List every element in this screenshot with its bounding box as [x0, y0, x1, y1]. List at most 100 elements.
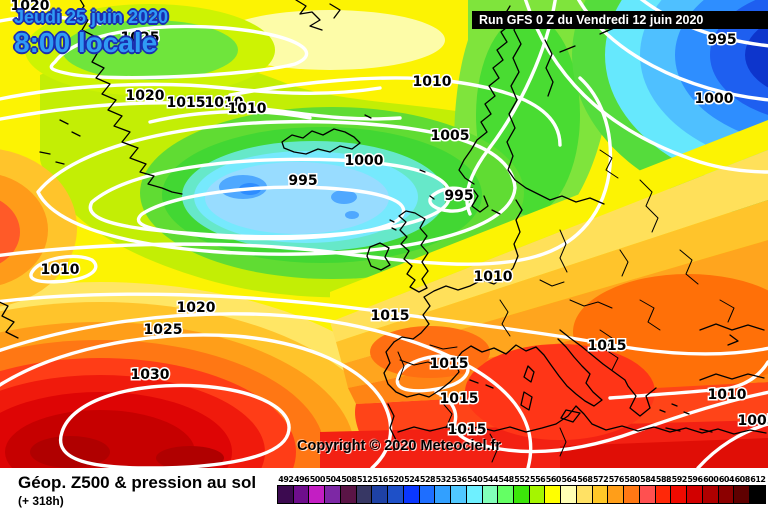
scale-swatch — [733, 485, 751, 504]
scale-step: 532 — [434, 475, 451, 504]
legend-bar: Géop. Z500 & pression au sol (+ 318h) 49… — [0, 468, 768, 512]
scale-step: 568 — [575, 475, 593, 504]
scale-value: 584 — [640, 475, 656, 484]
scale-step: 540 — [465, 475, 483, 504]
scale-swatch — [591, 485, 609, 504]
scale-value: 504 — [325, 475, 341, 484]
scale-swatch — [513, 485, 530, 504]
pressure-label: 1015 — [167, 95, 206, 111]
scale-value: 500 — [309, 475, 326, 484]
scale-step: 580 — [623, 475, 640, 504]
coastlines — [0, 0, 767, 451]
scale-step: 592 — [670, 475, 688, 504]
pressure-label: 1025 — [121, 30, 160, 46]
scale-swatch — [292, 485, 310, 504]
scale-swatch — [481, 485, 499, 504]
scale-value: 564 — [561, 475, 577, 484]
pressure-label: 1020 — [177, 300, 216, 316]
scale-step: 504 — [324, 475, 341, 504]
scale-value: 528 — [419, 475, 436, 484]
scale-step: 520 — [387, 475, 404, 504]
chart-title: Géop. Z500 & pression au sol — [18, 473, 257, 492]
scale-step: 536 — [450, 475, 467, 504]
scale-step: 612 — [749, 475, 766, 504]
pressure-label: 1015 — [371, 308, 410, 324]
scale-swatch — [418, 485, 436, 504]
scale-swatch — [607, 485, 625, 504]
pressure-label: 995 — [288, 173, 317, 189]
scale-swatch — [402, 485, 420, 504]
pressure-label: 995 — [444, 188, 473, 204]
scale-value: 496 — [294, 475, 310, 484]
scale-value: 544 — [482, 475, 499, 484]
scale-swatch — [701, 485, 719, 504]
color-field — [0, 0, 768, 468]
scale-swatch — [465, 485, 483, 504]
scale-value: 512 — [356, 475, 373, 484]
pressure-label: 1010 — [474, 269, 513, 285]
copyright-notice: Copyright © 2020 Meteociel.fr — [297, 438, 502, 454]
scale-value: 524 — [404, 475, 420, 484]
scale-step: 528 — [418, 475, 436, 504]
scale-step: 496 — [292, 475, 310, 504]
scale-step: 604 — [717, 475, 735, 504]
valid-time: 8:00 locale — [14, 26, 158, 58]
scale-swatch — [308, 485, 326, 504]
scale-step: 524 — [402, 475, 420, 504]
scale-value: 556 — [530, 475, 546, 484]
scale-swatch — [670, 485, 688, 504]
scale-value: 536 — [451, 475, 467, 484]
pressure-label: 1005 — [431, 128, 470, 144]
pressure-label: 1010 — [708, 387, 747, 403]
scale-value: 600 — [703, 475, 719, 484]
scale-value: 552 — [514, 475, 530, 484]
scale-value: 540 — [467, 475, 483, 484]
pressure-label: 1010 — [228, 101, 267, 117]
scale-step: 544 — [481, 475, 499, 504]
scale-value: 572 — [592, 475, 609, 484]
scale-step: 600 — [701, 475, 719, 504]
scale-step: 572 — [591, 475, 609, 504]
scale-value: 492 — [278, 475, 294, 484]
pressure-label: 1020 — [126, 88, 165, 104]
scale-swatch — [497, 485, 515, 504]
pressure-label: 1000 — [345, 153, 384, 169]
scale-value: 548 — [498, 475, 515, 484]
scale-step: 576 — [607, 475, 625, 504]
forecast-hour: (+ 318h) — [18, 494, 64, 508]
country-borders — [397, 149, 735, 463]
pressure-label: 1015 — [440, 391, 479, 407]
scale-swatch — [654, 485, 672, 504]
scale-value: 604 — [718, 475, 735, 484]
scale-value: 560 — [545, 475, 562, 484]
scale-swatch — [623, 485, 640, 504]
scale-value: 612 — [750, 475, 766, 484]
scale-step: 564 — [560, 475, 577, 504]
scale-value: 596 — [687, 475, 703, 484]
map-image: 1020 1025 1020 1015 1010 1010 1010 1005 1000 995 9… — [0, 0, 768, 468]
scale-step: 512 — [355, 475, 373, 504]
scale-step: 556 — [528, 475, 546, 504]
pressure-label: 1000 — [695, 91, 734, 107]
pressure-label: 995 — [707, 32, 736, 48]
scale-step: 516 — [371, 475, 388, 504]
scale-step: 596 — [686, 475, 703, 504]
scale-swatch — [544, 485, 562, 504]
scale-step: 588 — [654, 475, 672, 504]
pressure-label: 1015 — [430, 356, 469, 372]
scale-swatch — [528, 485, 546, 504]
scale-swatch — [324, 485, 341, 504]
pressure-label: 1005 — [738, 413, 768, 429]
scale-swatch — [749, 485, 766, 504]
valid-date-overlay: Jeudi 25 juin 2020 8:00 locale — [14, 8, 168, 58]
scale-swatch — [277, 485, 294, 504]
scale-swatch — [387, 485, 404, 504]
scale-swatch — [686, 485, 703, 504]
scale-step: 492 — [277, 475, 294, 504]
model-run-banner: Run GFS 0 Z du Vendredi 12 juin 2020 — [472, 11, 768, 29]
pressure-label: 1015 — [448, 422, 487, 438]
scale-value: 592 — [671, 475, 688, 484]
scale-step: 508 — [339, 475, 357, 504]
